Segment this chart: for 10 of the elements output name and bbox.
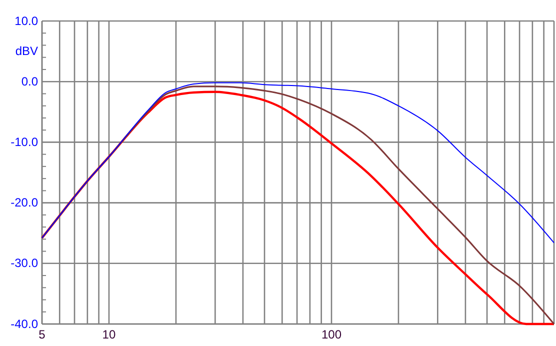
- y-tick-label: 0.0: [21, 74, 38, 88]
- y-tick-label: 10.0: [14, 14, 38, 28]
- y-axis-title: dBV: [15, 44, 38, 58]
- x-tick-label: 10: [102, 328, 116, 342]
- x-tick-label: 100: [321, 328, 342, 342]
- y-tick-label: -20.0: [10, 196, 38, 210]
- y-tick-label: -30.0: [10, 256, 38, 270]
- y-tick-label: -40.0: [10, 316, 38, 331]
- x-tick-label: 5: [38, 328, 46, 342]
- y-tick-label: -10.0: [10, 135, 38, 150]
